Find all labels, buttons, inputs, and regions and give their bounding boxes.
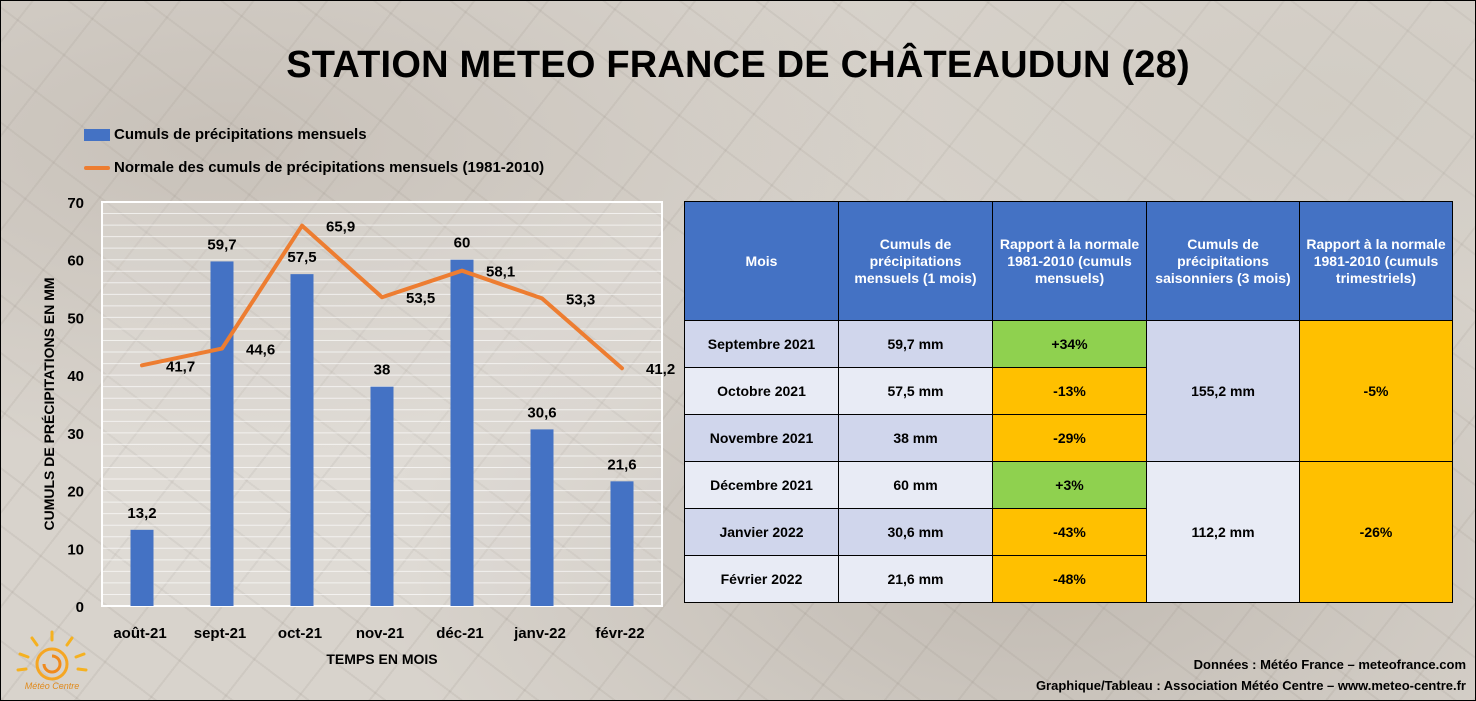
y-tick-label: 60 xyxy=(67,253,84,270)
x-tick-label: oct-21 xyxy=(278,625,322,642)
cell-ratio: -43% xyxy=(992,508,1147,556)
cell-ratio: +34% xyxy=(992,320,1147,368)
cell-value: 30,6 mm xyxy=(838,508,993,556)
x-tick-label: août-21 xyxy=(113,625,166,642)
bar xyxy=(370,386,394,606)
cell-month: Septembre 2021 xyxy=(684,320,839,368)
legend-line-swatch xyxy=(84,166,110,171)
bar-value-label: 57,5 xyxy=(287,249,316,266)
bar xyxy=(530,429,554,606)
x-tick-label: janv-22 xyxy=(513,625,566,642)
bar-value-label: 13,2 xyxy=(127,505,156,522)
line-value-label: 65,9 xyxy=(326,219,355,236)
cell-month: Décembre 2021 xyxy=(684,461,839,509)
cell-month: Janvier 2022 xyxy=(684,508,839,556)
legend-line-label: Normale des cumuls de précipitations men… xyxy=(114,159,545,176)
y-axis-title: CUMULS DE PRÉCIPITATIONS EN MM xyxy=(41,277,57,530)
y-tick-label: 50 xyxy=(67,310,84,327)
y-tick-label: 70 xyxy=(67,195,84,212)
line-value-label: 53,5 xyxy=(406,290,435,307)
cell-value: 57,5 mm xyxy=(838,367,993,415)
cell-value: 38 mm xyxy=(838,414,993,462)
header-seasonal-ratio: Rapport à la normale 1981-2010 (cumuls t… xyxy=(1299,201,1453,321)
cell-month: Novembre 2021 xyxy=(684,414,839,462)
line-value-label: 53,3 xyxy=(566,291,595,308)
cell-season-total: 155,2 mm xyxy=(1146,320,1300,462)
cell-value: 60 mm xyxy=(838,461,993,509)
line-value-label: 44,6 xyxy=(246,342,275,359)
bar-value-label: 21,6 xyxy=(607,456,636,473)
x-axis-title: TEMPS EN MOIS xyxy=(326,651,437,667)
bar xyxy=(610,481,634,606)
precipitation-chart: 0 10 20 30 40 50 60 70 13,2 59,7 57,5 38 60 30,6 21,6 4… xyxy=(41,195,675,667)
bar-value-label: 30,6 xyxy=(527,404,556,421)
y-tick-label: 0 xyxy=(76,599,84,616)
x-tick-label: nov-21 xyxy=(356,625,404,642)
cell-ratio: +3% xyxy=(992,461,1147,509)
precipitation-table: Mois Cumuls de précipitations mensuels (… xyxy=(684,201,1453,603)
header-seasonal-total: Cumuls de précipitations saisonniers (3 … xyxy=(1146,201,1300,321)
table-row: Septembre 2021 59,7 mm +34% 155,2 mm -5% xyxy=(684,320,1453,462)
cell-ratio: -29% xyxy=(992,414,1147,462)
cell-season-ratio: -26% xyxy=(1299,461,1453,603)
normal-line xyxy=(140,223,624,371)
legend-bar-entry: Cumuls de précipitations mensuels xyxy=(84,126,367,143)
credits-data: Données : Météo France – meteofrance.com xyxy=(1193,657,1466,672)
bar-value-label: 60 xyxy=(454,235,471,252)
cell-month: Février 2022 xyxy=(684,555,839,603)
bar xyxy=(450,259,474,606)
page-title: STATION METEO FRANCE DE CHÂTEAUDUN (28) xyxy=(286,44,1190,86)
cell-value: 59,7 mm xyxy=(838,320,993,368)
bar xyxy=(130,529,154,606)
x-tick-label: sept-21 xyxy=(194,625,247,642)
legend-line-entry: Normale des cumuls de précipitations men… xyxy=(84,159,544,176)
bar-value-label: 38 xyxy=(374,362,391,379)
line-value-label: 41,7 xyxy=(166,358,195,375)
table-row: Octobre 2021 57,5 mm -13% xyxy=(684,367,1453,415)
legend-bar-label: Cumuls de précipitations mensuels xyxy=(114,126,367,143)
line-value-label: 41,2 xyxy=(646,361,675,378)
y-tick-label: 20 xyxy=(67,484,84,501)
y-tick-label: 30 xyxy=(67,426,84,443)
cell-ratio: -48% xyxy=(992,555,1147,603)
meteo-centre-logo: Météo Centre xyxy=(16,630,88,691)
logo-text: Météo Centre xyxy=(25,681,80,691)
cell-value: 21,6 mm xyxy=(838,555,993,603)
bar xyxy=(210,261,234,606)
table-row: Février 2022 21,6 mm -48% xyxy=(684,555,1453,603)
x-tick-label: déc-21 xyxy=(436,625,484,642)
cell-month: Octobre 2021 xyxy=(684,367,839,415)
bar xyxy=(290,274,314,606)
y-tick-label: 10 xyxy=(67,541,84,558)
table-row: Décembre 2021 60 mm +3% 112,2 mm -26% xyxy=(684,461,1453,603)
table-row: Janvier 2022 30,6 mm -43% xyxy=(684,508,1453,556)
cell-ratio: -13% xyxy=(992,367,1147,415)
header-monthly-ratio: Rapport à la normale 1981-2010 (cumuls m… xyxy=(992,201,1147,321)
table-row: Novembre 2021 38 mm -29% xyxy=(684,414,1453,462)
header-month: Mois xyxy=(684,201,839,321)
credits-graphic: Graphique/Tableau : Association Météo Ce… xyxy=(1035,678,1466,693)
line-value-label: 58,1 xyxy=(486,264,515,281)
x-tick-label: févr-22 xyxy=(595,625,644,642)
y-tick-label: 40 xyxy=(67,368,84,385)
cell-season-ratio: -5% xyxy=(1299,320,1453,462)
legend-bar-swatch xyxy=(84,129,110,142)
bar-value-label: 59,7 xyxy=(207,236,236,253)
header-monthly-total: Cumuls de précipitations mensuels (1 moi… xyxy=(838,201,993,321)
cell-season-total: 112,2 mm xyxy=(1146,461,1300,603)
